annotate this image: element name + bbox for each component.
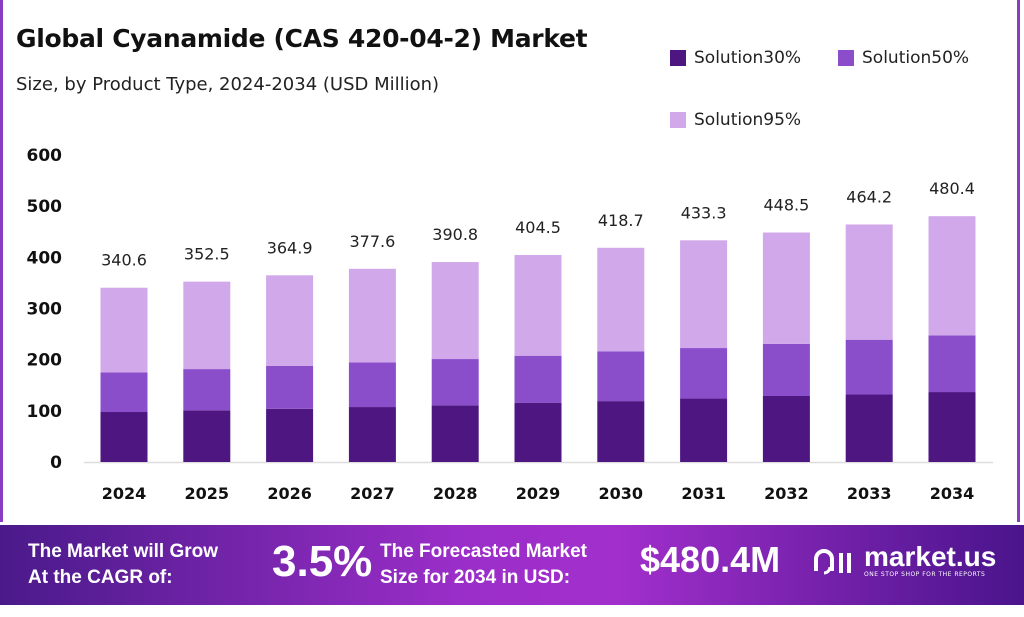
forecast-value: $480.4M: [640, 539, 781, 580]
y-tick-label: 500: [27, 197, 63, 217]
x-tick-label: 2033: [847, 484, 892, 503]
bar-total-label: 364.9: [267, 238, 313, 257]
y-tick-label: 400: [27, 248, 63, 268]
logo-icon: [814, 548, 851, 574]
bar-segment-solution50-2025: [183, 369, 231, 411]
x-tick-label: 2027: [350, 484, 395, 503]
y-tick-label: 100: [27, 402, 63, 422]
bar-segment-solution95-2029: [514, 255, 562, 356]
bar-segment-solution95-2032: [762, 232, 810, 344]
chart-title: Global Cyanamide (CAS 420-04-2) Market: [16, 24, 588, 53]
y-tick-label: 300: [27, 300, 63, 320]
bar-total-label: 448.5: [763, 196, 809, 215]
forecast-label-line2: Size for 2034 in USD:: [380, 567, 571, 588]
bar-total-label: 377.6: [349, 232, 395, 251]
bar-segment-solution30-2030: [597, 401, 645, 462]
legend-item-solution95: Solution95%: [670, 110, 801, 130]
x-tick-label: 2025: [185, 484, 230, 503]
bar-segment-solution50-2027: [348, 362, 396, 408]
bar-segment-solution30-2024: [100, 412, 148, 462]
bar-segment-solution50-2024: [100, 372, 148, 413]
bar-segment-solution50-2031: [680, 348, 728, 399]
bar-segment-solution95-2026: [266, 275, 314, 366]
x-tick-label: 2030: [599, 484, 644, 503]
bar-total-label: 340.6: [101, 251, 147, 270]
summary-banner: The Market will Grow At the CAGR of: 3.5…: [0, 525, 1024, 605]
forecast-label-line1: The Forecasted Market: [380, 541, 587, 562]
bar-segment-solution30-2028: [431, 405, 479, 462]
x-tick-label: 2029: [516, 484, 561, 503]
legend-swatch: [670, 50, 686, 66]
bar-segment-solution50-2028: [431, 359, 479, 406]
chart-frame: [0, 0, 1020, 522]
bar-segment-solution30-2034: [928, 392, 976, 462]
bar-segment-solution30-2031: [680, 398, 728, 462]
logo-text: market.us: [864, 541, 997, 572]
y-tick-label: 600: [27, 146, 63, 166]
legend-label: Solution95%: [694, 110, 802, 130]
bar-total-label: 433.3: [681, 203, 727, 222]
cagr-label-line2: At the CAGR of:: [28, 567, 173, 588]
bar-segment-solution30-2033: [845, 394, 893, 462]
bar-segment-solution30-2032: [762, 395, 810, 462]
bar-total-label: 480.4: [929, 179, 975, 198]
x-tick-label: 2024: [102, 484, 147, 503]
bar-segment-solution95-2034: [928, 216, 976, 336]
bar-segment-solution30-2029: [514, 402, 562, 462]
cagr-label: The Market will Grow At the CAGR of:: [28, 539, 218, 591]
bar-segment-solution30-2025: [183, 410, 231, 462]
bar-segment-solution50-2034: [928, 335, 976, 393]
bar-segment-solution95-2024: [100, 287, 148, 373]
cagr-value: 3.5%: [272, 537, 373, 586]
y-tick-label: 0: [50, 453, 62, 473]
bar-segment-solution50-2030: [597, 351, 645, 402]
bar-segment-solution30-2026: [266, 408, 314, 462]
legend-item-solution50: Solution50%: [838, 48, 969, 68]
logo-tagline: ONE STOP SHOP FOR THE REPORTS: [864, 571, 986, 578]
y-tick-label: 200: [27, 351, 63, 371]
forecast-label: The Forecasted Market Size for 2034 in U…: [380, 539, 587, 591]
bar-segment-solution50-2026: [266, 365, 314, 409]
bar-segment-solution95-2025: [183, 281, 231, 370]
bar-segment-solution50-2033: [845, 339, 893, 395]
bar-total-label: 404.5: [515, 218, 561, 237]
chart-subtitle: Size, by Product Type, 2024-2034 (USD Mi…: [16, 74, 440, 95]
bar-segment-solution95-2033: [845, 224, 893, 340]
x-tick-label: 2034: [930, 484, 975, 503]
legend-label: Solution30%: [694, 48, 802, 68]
bar-total-label: 464.2: [846, 187, 892, 206]
legend-label: Solution50%: [862, 48, 970, 68]
marketus-logo: market.us ONE STOP SHOP FOR THE REPORTS: [812, 543, 996, 578]
legend-item-solution30: Solution30%: [670, 48, 801, 68]
x-tick-label: 2032: [764, 484, 809, 503]
bar-segment-solution50-2032: [762, 343, 810, 396]
bar-segment-solution30-2027: [348, 407, 396, 462]
cagr-label-line1: The Market will Grow: [28, 541, 219, 562]
bar-segment-solution95-2027: [348, 268, 396, 363]
bar-segment-solution95-2028: [431, 262, 479, 360]
stacked-bar-chart: 0 100 200 300 400 500 600 340.6 2024 352.5 2025 364…: [27, 146, 993, 503]
bar-total-label: 390.8: [432, 225, 478, 244]
bar-segment-solution95-2030: [597, 247, 645, 352]
legend-swatch: [838, 50, 854, 66]
bar-segment-solution95-2031: [680, 240, 728, 349]
legend-swatch: [670, 112, 686, 128]
x-tick-label: 2026: [267, 484, 312, 503]
bar-total-label: 418.7: [598, 211, 644, 230]
x-tick-label: 2028: [433, 484, 478, 503]
bar-total-label: 352.5: [184, 245, 230, 264]
bar-segment-solution50-2029: [514, 355, 562, 403]
x-tick-label: 2031: [681, 484, 726, 503]
